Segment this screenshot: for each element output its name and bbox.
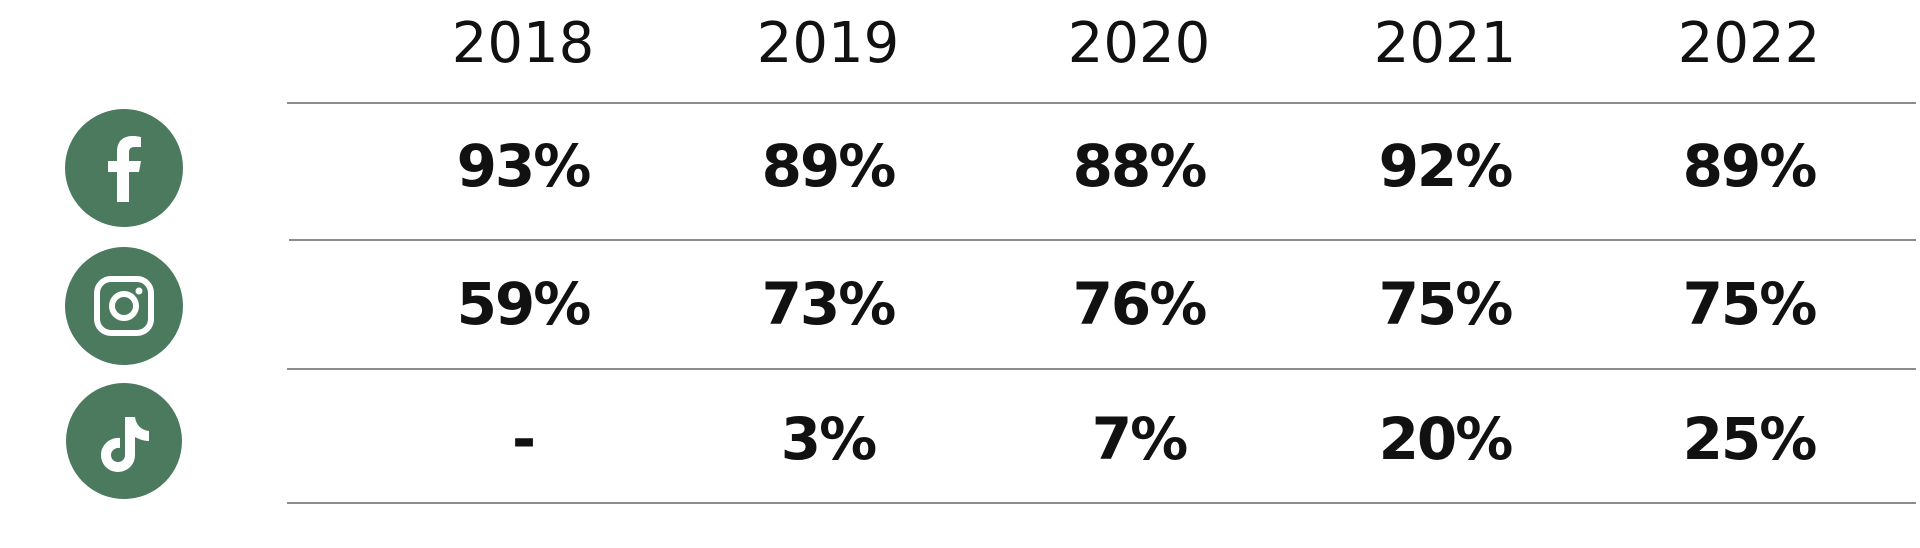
column-header: 2019 <box>757 11 900 76</box>
cell-value: 89% <box>1683 132 1817 200</box>
cell-value: 75% <box>1379 270 1513 338</box>
tiktok-icon <box>66 383 182 499</box>
column-header: 2022 <box>1678 11 1821 76</box>
cell-value: 73% <box>762 270 896 338</box>
column-header: 2018 <box>452 11 595 76</box>
column-header: 2020 <box>1068 11 1211 76</box>
cell-value: 25% <box>1683 405 1817 473</box>
column-header: 2021 <box>1374 11 1517 76</box>
cell-value: 88% <box>1073 132 1207 200</box>
cell-value: - <box>512 405 534 473</box>
cell-value: 92% <box>1379 132 1513 200</box>
cell-value: 93% <box>457 132 591 200</box>
cell-value: 3% <box>781 405 876 473</box>
cell-value: 7% <box>1092 405 1187 473</box>
cell-value: 20% <box>1379 405 1513 473</box>
instagram-icon <box>65 247 183 365</box>
cell-value: 76% <box>1073 270 1207 338</box>
cell-value: 59% <box>457 270 591 338</box>
facebook-icon <box>65 109 183 227</box>
cell-value: 75% <box>1683 270 1817 338</box>
cell-value: 89% <box>762 132 896 200</box>
